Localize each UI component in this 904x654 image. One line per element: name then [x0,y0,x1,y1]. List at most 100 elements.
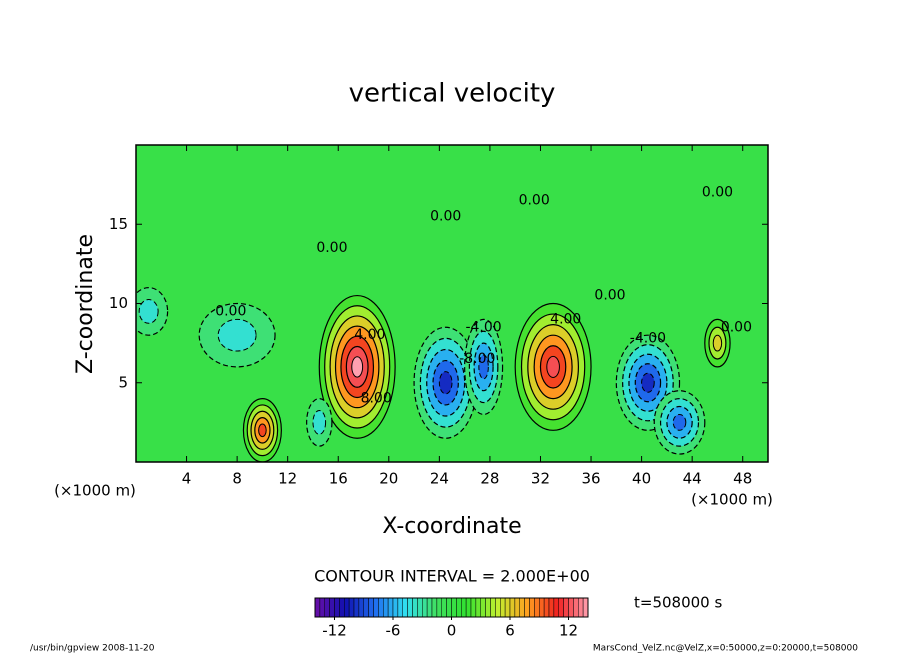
colorbar-cell [563,597,569,618]
colorbar-cell [441,597,447,618]
x-tick-label: 20 [379,470,398,488]
x-tick-label: 48 [733,470,752,488]
contour-label: -4.00 [465,319,501,335]
contour-label: 0.00 [316,240,347,256]
colorbar-cell [324,597,330,618]
colorbar-cell [387,597,394,618]
colorbar-cell [485,597,491,618]
colorbar-cell [417,597,423,618]
colorbar-cell [446,597,452,618]
colorbar-cell [422,597,428,618]
colorbar-cell [558,597,564,618]
y-unit-label: (×1000 m) [54,482,136,500]
footer-left: /usr/bin/gpview 2008-11-20 [30,644,155,654]
chart-title: vertical velocity [349,79,556,109]
extremum [235,333,239,337]
contour-label: 0.00 [519,192,550,208]
colorbar-cell [504,597,511,618]
contour-label: 0.00 [702,185,733,201]
colorbar-tick-label: -12 [322,622,347,640]
extremum [260,428,264,432]
x-tick-label: 36 [581,470,600,488]
colorbar-cell [543,597,550,618]
colorbar-cell [392,597,399,618]
time-label: t=508000 s [634,594,722,612]
colorbar-cell [373,597,379,618]
contour-label: -4.00 [630,330,666,346]
colorbar-cell [539,597,545,618]
colorbar-cell [451,597,457,618]
colorbar-cell [436,597,442,618]
colorbar-cell [509,597,516,618]
colorbar-cell [339,597,345,618]
y-tick-label: 5 [118,373,128,391]
contour-interval: CONTOUR INTERVAL = 2.000E+00 [314,567,590,586]
colorbar-cell [329,597,335,618]
x-tick-label: 40 [632,470,651,488]
extremum [646,381,650,385]
colorbar-cell [456,597,462,618]
contour-label: 0.00 [594,288,625,304]
x-tick-label: 24 [430,470,449,488]
colorbar-tick-label: 0 [447,622,457,640]
x-tick-label: 8 [232,470,242,488]
contour-label: 0.00 [215,303,246,319]
colorbar-cell [378,597,384,618]
x-tick-label: 16 [329,470,348,488]
extremum [715,341,719,345]
y-tick-label: 15 [109,215,128,233]
colorbar-cell [461,597,467,618]
colorbar-cell [426,597,433,618]
colorbar-cell [500,597,506,618]
colorbar-cell [524,597,530,618]
colorbar-tick-label: -6 [386,622,401,640]
x-unit-label: (×1000 m) [691,491,773,509]
colorbar-cell [383,597,389,618]
contour-label: 8.00 [361,391,392,407]
colorbar-cell [495,597,501,618]
x-tick-label: 4 [182,470,192,488]
colorbar-cell [475,597,481,618]
colorbar-cell [573,597,579,618]
y-tick-label: 10 [109,294,128,312]
colorbar-tick-label: 6 [505,622,515,640]
footer-right: MarsCond_VelZ.nc@VelZ,x=0:50000,z=0:2000… [593,644,858,654]
colorbar-cell [348,597,355,618]
colorbar-cell [358,597,364,618]
x-tick-label: 44 [683,470,702,488]
colorbar-cell [344,597,350,618]
colorbar-cell [553,597,559,618]
y-axis-label: Z-coordinate [73,234,98,374]
colorbar-cell [368,597,374,618]
extremum [678,420,682,424]
colorbar-cell [534,597,540,618]
colorbar-tick-label: 12 [559,622,578,640]
colorbar-cell [480,597,486,618]
colorbar-cell [431,597,438,618]
colorbar-cell [353,597,360,618]
colorbar-cell [319,597,325,618]
colorbar-cell [490,597,496,618]
extremum [355,365,359,369]
extremum [317,420,321,424]
extremum [147,309,151,313]
x-axis-label: X-coordinate [382,514,521,539]
colorbar-cell [529,597,535,618]
x-tick-label: 32 [531,470,550,488]
colorbar-cell [334,597,340,618]
colorbar-cell [363,597,369,618]
colorbar-cell [514,597,520,618]
colorbar-cell [582,597,589,618]
extremum [444,381,448,385]
colorbar-cell [470,597,477,618]
contour-label: 4.00 [354,327,385,343]
x-tick-label: 28 [480,470,499,488]
colorbar-cell [519,597,525,618]
colorbar-cell [568,597,574,618]
colorbar-cell [412,597,418,618]
contour-label: 0.00 [430,208,461,224]
contour-label: 4.00 [550,311,581,327]
contour-label: -8.00 [459,351,495,367]
